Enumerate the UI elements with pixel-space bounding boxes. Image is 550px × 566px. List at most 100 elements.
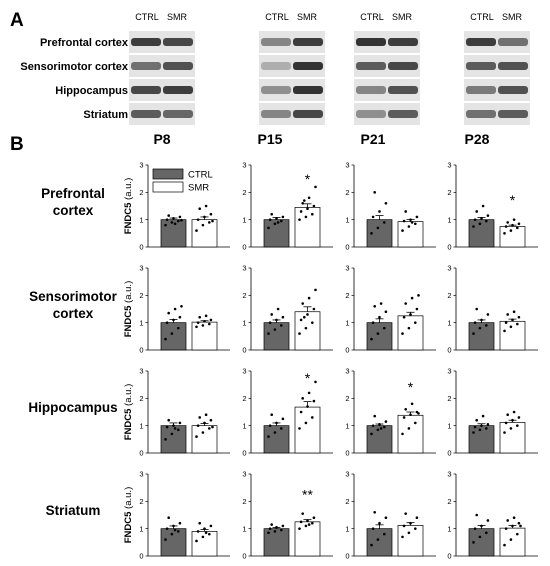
chart-column-header: P28	[465, 131, 490, 147]
chart-row-header: Hippocampus	[28, 400, 117, 415]
data-point-ctrl	[384, 310, 388, 314]
data-point-smr	[203, 320, 206, 323]
data-point-smr	[511, 318, 514, 322]
y-tick-label: 0	[345, 243, 349, 252]
y-axis-label-unit: (a.u.)	[123, 384, 134, 406]
bar-chart-panel: 0 1 2 3 *	[447, 161, 538, 252]
data-point-ctrl	[270, 413, 273, 417]
data-point-smr	[301, 512, 304, 515]
y-tick-label: 2	[447, 188, 451, 197]
data-point-ctrl	[472, 541, 475, 544]
data-point-smr	[519, 524, 522, 528]
data-point-smr	[414, 421, 417, 425]
data-point-ctrl	[178, 421, 182, 425]
bar-ctrl	[160, 425, 187, 454]
y-tick-label: 1	[345, 215, 349, 224]
blot-strip	[354, 79, 420, 101]
data-point-ctrl	[268, 527, 272, 530]
data-point-smr	[415, 516, 419, 520]
data-point-smr	[307, 296, 311, 300]
data-point-smr	[201, 431, 205, 434]
data-point-smr	[196, 321, 200, 324]
data-point-ctrl	[281, 215, 285, 219]
data-point-ctrl	[270, 523, 273, 526]
data-point-smr	[314, 185, 317, 189]
y-tick-label: 3	[139, 161, 143, 170]
data-point-smr	[417, 412, 420, 415]
chart-column-header: P8	[153, 131, 170, 147]
panel-b-letter: B	[10, 134, 24, 155]
chart-column-header: P21	[361, 131, 386, 147]
data-point-ctrl	[267, 435, 270, 438]
data-point-ctrl	[378, 521, 381, 525]
data-point-ctrl	[167, 418, 170, 422]
y-tick-label: 2	[345, 188, 349, 197]
data-point-smr	[311, 212, 314, 216]
data-point-smr	[195, 539, 198, 543]
data-point-smr	[407, 225, 411, 228]
data-point-smr	[401, 229, 404, 232]
bar-ctrl	[468, 425, 495, 454]
legend-label-smr: SMR	[188, 183, 209, 194]
data-point-ctrl	[167, 214, 170, 217]
chart-row-header-line: cortex	[53, 203, 94, 218]
bar-smr	[294, 207, 321, 248]
data-point-smr	[312, 399, 316, 403]
y-axis-label-main: FNDC5	[123, 200, 134, 234]
bar-chart-panel: FNDC5 (a.u.) 0 1 2 3	[123, 367, 230, 458]
data-point-ctrl	[167, 516, 170, 520]
data-point-smr	[504, 421, 508, 425]
bar-smr	[294, 521, 321, 557]
data-point-smr	[415, 307, 419, 311]
y-axis-label-unit: (a.u.)	[123, 178, 134, 200]
data-point-ctrl	[276, 307, 280, 311]
bar-smr	[191, 219, 218, 248]
y-tick-label: 2	[345, 497, 349, 506]
data-point-smr	[307, 196, 311, 200]
data-point-ctrl	[170, 432, 174, 436]
y-tick-label: 1	[139, 215, 143, 224]
data-point-ctrl	[280, 528, 283, 532]
bar-chart-panel: 0 1 2 3	[345, 470, 436, 561]
data-point-smr	[306, 313, 309, 316]
chart-row-header: Prefrontal cortex	[41, 186, 105, 218]
data-point-smr	[503, 431, 506, 434]
y-tick-label: 2	[447, 291, 451, 300]
data-point-smr	[298, 332, 301, 335]
data-point-smr	[504, 321, 508, 324]
data-point-smr	[511, 418, 514, 422]
data-point-smr	[401, 535, 404, 539]
data-point-smr	[306, 519, 309, 522]
blot-region-label: Sensorimotor cortex	[20, 61, 128, 73]
y-tick-label: 3	[447, 264, 451, 273]
data-point-smr	[298, 218, 301, 221]
bar-ctrl	[160, 219, 187, 248]
data-point-ctrl	[270, 212, 273, 216]
data-point-ctrl	[376, 538, 380, 541]
bar-ctrl	[160, 528, 187, 557]
blot-band-ctrl	[131, 86, 161, 94]
bar-chart-panel: 0 1 2 3 *	[345, 367, 436, 458]
data-point-smr	[204, 413, 208, 417]
y-tick-label: 1	[242, 318, 246, 327]
bar-smr	[191, 531, 218, 557]
y-tick-label: 0	[139, 346, 143, 355]
data-point-ctrl	[177, 326, 180, 330]
data-point-smr	[196, 218, 200, 221]
y-tick-label: 3	[242, 367, 246, 376]
data-point-smr	[516, 532, 519, 536]
data-point-smr	[517, 222, 521, 226]
bar-smr	[294, 406, 321, 454]
data-point-ctrl	[383, 221, 386, 224]
blot-band-ctrl	[466, 62, 496, 70]
data-point-ctrl	[371, 215, 375, 219]
blot-band-ctrl	[466, 38, 496, 46]
data-point-smr	[314, 288, 317, 292]
y-tick-label: 3	[345, 161, 349, 170]
data-point-ctrl	[273, 431, 277, 434]
y-tick-label: 1	[447, 215, 451, 224]
significance-marker: *	[408, 379, 414, 395]
data-point-ctrl	[275, 318, 278, 322]
data-point-ctrl	[473, 425, 477, 429]
